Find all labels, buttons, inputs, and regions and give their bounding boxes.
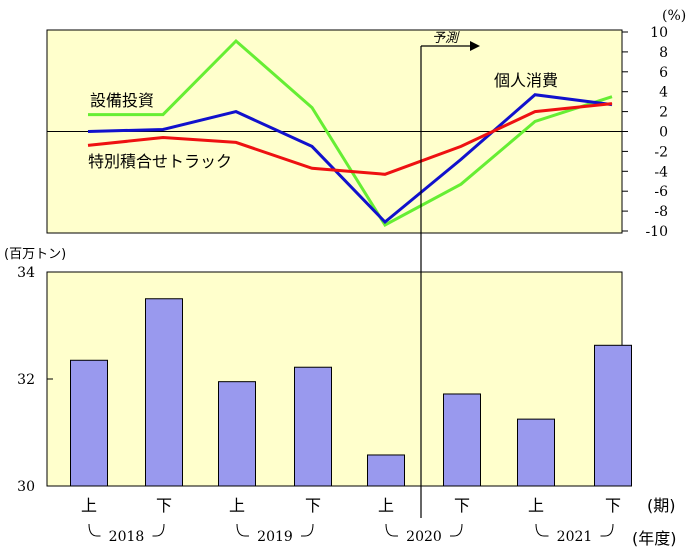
bar bbox=[70, 359, 108, 487]
bar-chart-bars bbox=[70, 298, 632, 487]
line-series-2 bbox=[87, 102, 613, 176]
bar-y-tick-label: 30 bbox=[17, 479, 35, 495]
bar-x-tick-label: 上 bbox=[81, 496, 97, 515]
year-bracket-left bbox=[385, 523, 398, 537]
forecast-label: 予測 bbox=[432, 31, 460, 46]
bar-x-tick-label: 下 bbox=[156, 496, 172, 515]
bar bbox=[443, 393, 481, 487]
line-chart-y-unit: (%) bbox=[662, 8, 686, 24]
year-bracket-right bbox=[600, 523, 614, 537]
year-bracket-left bbox=[88, 523, 101, 537]
year-label: 2020 bbox=[406, 529, 442, 545]
bar-x-tick-label: 下 bbox=[454, 496, 470, 515]
series-label-capex: 設備投資 bbox=[90, 91, 154, 110]
year-axis-label: (年度) bbox=[632, 529, 677, 548]
year-bracket-right bbox=[152, 523, 165, 537]
bar-y-tick-label: 32 bbox=[17, 372, 35, 388]
year-label: 2019 bbox=[257, 529, 293, 545]
year-bracket-right bbox=[450, 523, 463, 537]
bar-x-tick-label: 上 bbox=[528, 496, 544, 515]
line-y-tick-label: 10 bbox=[650, 25, 668, 41]
line-y-tick-label: -2 bbox=[654, 144, 668, 160]
bar bbox=[145, 298, 183, 487]
year-label: 2018 bbox=[109, 529, 145, 545]
line-y-tick-label: 8 bbox=[659, 45, 668, 61]
line-y-tick-label: -10 bbox=[645, 224, 668, 240]
line-y-tick-label: 0 bbox=[659, 125, 668, 141]
bar bbox=[294, 366, 332, 487]
line-y-tick-label: -6 bbox=[654, 184, 668, 200]
bar-chart-y-axis: 34 32 30 bbox=[17, 265, 53, 495]
bar-x-tick-label: 下 bbox=[305, 496, 321, 515]
year-bracket-left bbox=[535, 523, 549, 537]
series-label-consumption: 個人消費 bbox=[494, 71, 558, 90]
bar-chart-x-axis: 上 下 上 下 上 下 上 下 2018 2019 2020 2021 bbox=[81, 496, 621, 545]
bar-x-tick-label: 上 bbox=[229, 496, 245, 515]
series-label-truck: 特別積合せトラック bbox=[88, 152, 232, 171]
year-label: 2021 bbox=[557, 529, 593, 545]
bar bbox=[594, 344, 632, 487]
year-bracket-right bbox=[301, 523, 314, 537]
line-y-tick-label: -4 bbox=[654, 164, 668, 180]
line-y-tick-label: 4 bbox=[659, 85, 668, 101]
year-bracket-left bbox=[236, 523, 249, 537]
line-chart-series bbox=[87, 38, 613, 227]
line-series-0 bbox=[88, 38, 613, 227]
bar bbox=[517, 418, 555, 487]
line-y-tick-label: -8 bbox=[654, 204, 668, 220]
forecast-arrow-head bbox=[470, 41, 480, 51]
line-chart-y-axis: 10 8 6 4 2 0 -2 -4 -6 -8 -10 bbox=[622, 25, 668, 240]
line-y-tick-label: 6 bbox=[659, 65, 668, 81]
bar-y-tick-label: 34 bbox=[17, 265, 35, 281]
line-y-tick-label: 2 bbox=[659, 105, 668, 121]
bar bbox=[367, 454, 405, 487]
bar-x-tick-label: 上 bbox=[378, 496, 394, 515]
bar-chart-y-unit: (百万トン) bbox=[4, 247, 66, 262]
bar bbox=[218, 381, 256, 487]
line-series-1 bbox=[87, 93, 613, 225]
bar-x-tick-label: 下 bbox=[605, 496, 621, 515]
period-axis-label: (期) bbox=[647, 496, 676, 515]
